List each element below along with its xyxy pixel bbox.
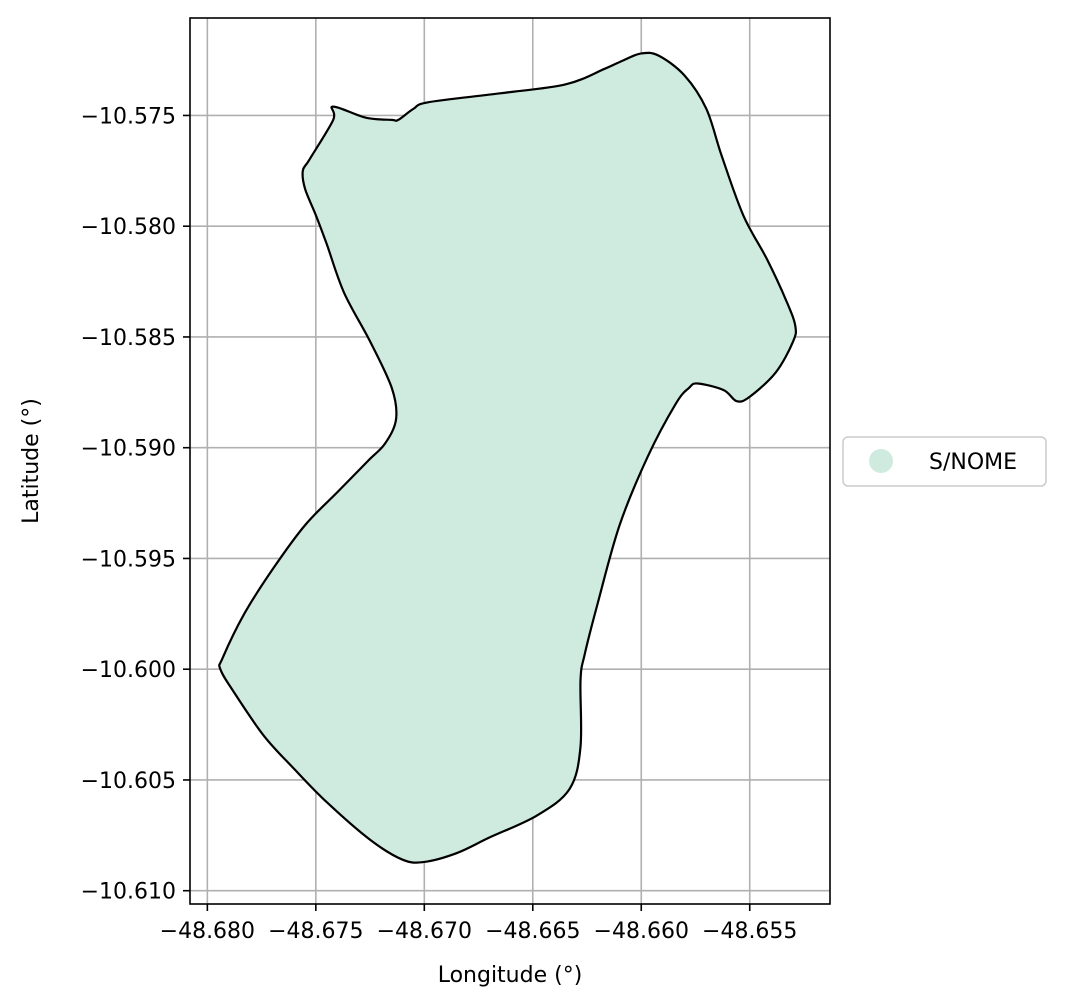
x-tick-label: −48.665 <box>485 919 580 944</box>
x-tick-label: −48.655 <box>702 919 797 944</box>
x-axis-ticks: −48.680 −48.675 −48.670 −48.665 −48.660 −48.6… <box>160 904 797 944</box>
y-tick-label: −10.610 <box>81 880 176 905</box>
plot-frame <box>189 17 831 905</box>
y-tick-label: −10.575 <box>81 104 176 129</box>
polygon-s-nome <box>218 51 798 864</box>
x-tick-label: −48.670 <box>377 919 472 944</box>
x-tick-label: −48.675 <box>268 919 363 944</box>
y-axis-ticks: −10.575 −10.580 −10.585 −10.590 −10.595 −10.6… <box>81 104 190 905</box>
y-tick-label: −10.600 <box>81 658 176 683</box>
polygon-layer <box>218 51 798 864</box>
legend-marker <box>869 449 893 473</box>
y-tick-label: −10.590 <box>81 437 176 462</box>
y-tick-label: −10.585 <box>81 326 176 351</box>
y-axis-label: Latitude (°) <box>19 398 44 524</box>
legend: S/NOME <box>842 436 1047 487</box>
x-tick-label: −48.660 <box>594 919 689 944</box>
y-tick-label: −10.580 <box>81 215 176 240</box>
x-axis-label: Longitude (°) <box>438 963 583 988</box>
y-tick-label: −10.595 <box>81 547 176 572</box>
legend-label: S/NOME <box>929 450 1017 475</box>
x-tick-label: −48.680 <box>160 919 255 944</box>
y-tick-label: −10.605 <box>81 769 176 794</box>
legend-box <box>842 436 1047 487</box>
plot-area <box>189 17 831 905</box>
